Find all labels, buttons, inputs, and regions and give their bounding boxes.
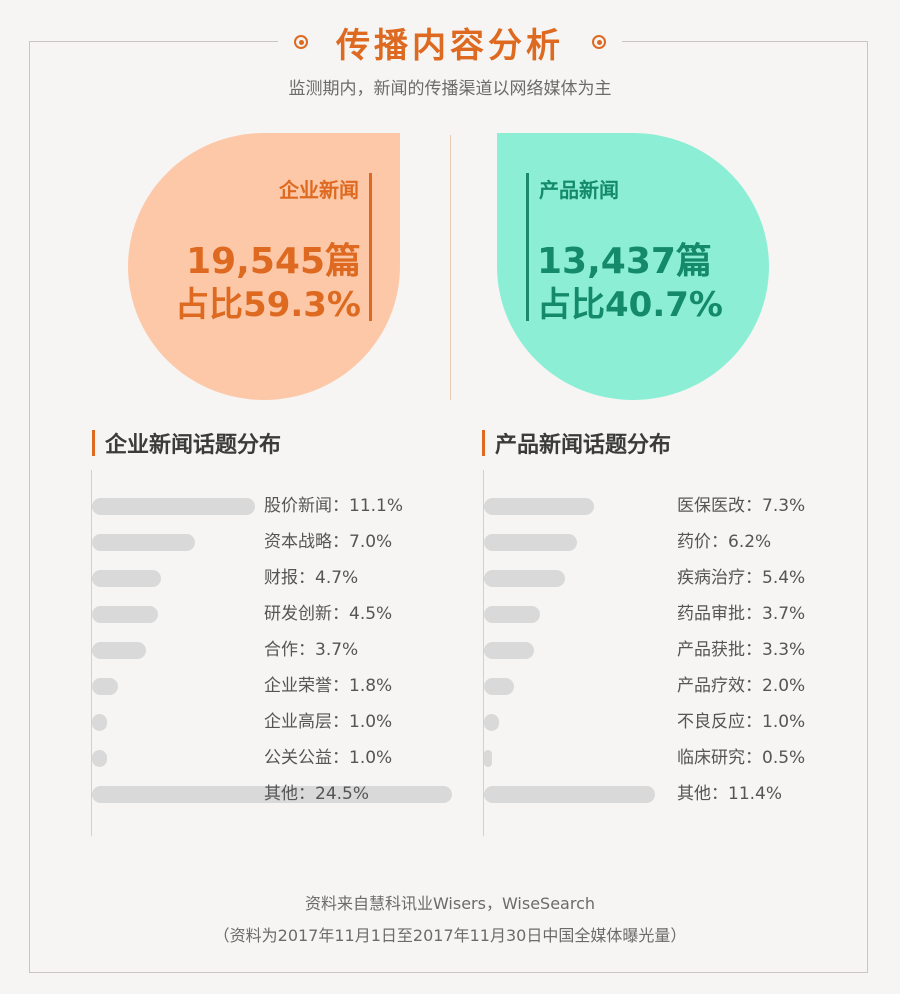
topic-bar-label: 药品审批：3.7% (677, 604, 806, 624)
topic-bar (484, 570, 565, 587)
corporate-chart-axis (91, 470, 92, 836)
corporate-accent-line (369, 173, 372, 321)
bullet-right-icon (592, 35, 606, 49)
topic-bar-label: 企业高层：1.0% (264, 712, 393, 732)
product-topics-heading: 产品新闻话题分布 (482, 428, 671, 458)
topic-bar (92, 534, 195, 551)
product-news-count: 13,437篇 (537, 241, 712, 282)
topic-bar (484, 642, 534, 659)
corporate-news-label: 企业新闻 (279, 178, 359, 202)
topic-bar (92, 786, 453, 803)
topic-bar-label: 不良反应：1.0% (677, 712, 806, 732)
title-bar: 传播内容分析 (0, 14, 900, 70)
page-subtitle: 监测期内，新闻的传播渠道以网络媒体为主 (288, 79, 612, 99)
topic-bar-label: 疾病治疗：5.4% (677, 568, 806, 588)
topic-bar-label: 其他：11.4% (677, 784, 783, 804)
topic-bar (484, 498, 594, 515)
topic-bar (92, 678, 119, 695)
topic-bar (92, 642, 147, 659)
topic-bar (484, 750, 492, 767)
topic-bar-label: 临床研究：0.5% (677, 748, 806, 768)
corporate-news-drop (128, 133, 400, 400)
product-news-drop (497, 133, 769, 400)
topic-bar (92, 750, 107, 767)
topic-bar-label: 股价新闻：11.1% (264, 496, 404, 516)
topic-bar-label: 合作：3.7% (264, 640, 359, 660)
topic-bar (92, 714, 107, 731)
product-news-label: 产品新闻 (539, 178, 619, 202)
topic-bar-label: 产品获批：3.3% (677, 640, 806, 660)
topic-bar-label: 药价：6.2% (677, 532, 772, 552)
product-chart-axis (483, 470, 484, 836)
bullet-left-icon (294, 35, 308, 49)
corporate-topics-heading: 企业新闻话题分布 (92, 428, 281, 458)
topic-bar-label: 研发创新：4.5% (264, 604, 393, 624)
topic-bar (92, 606, 159, 623)
product-topics-title: 产品新闻话题分布 (495, 433, 672, 458)
product-accent-line (526, 173, 529, 321)
topic-bar (484, 678, 514, 695)
topic-bar-label: 财报：4.7% (264, 568, 359, 588)
topic-bar-label: 企业荣誉：1.8% (264, 676, 393, 696)
heading-accent-bar (482, 430, 485, 456)
corporate-topics-title: 企业新闻话题分布 (105, 433, 282, 458)
topic-bar (484, 714, 499, 731)
topic-bar (92, 498, 256, 515)
topic-bar-label: 资本战略：7.0% (264, 532, 393, 552)
source-text: 资料来自慧科讯业Wisers，WiseSearch (304, 894, 596, 913)
heading-accent-bar (92, 430, 95, 456)
corporate-news-share: 占比59.3% (175, 285, 361, 325)
topic-bar-label: 其他：24.5% (264, 784, 370, 804)
corporate-news-count: 19,545篇 (186, 241, 361, 282)
source-note: 资料来自慧科讯业Wisers，WiseSearch （资料为2017年11月1日… (0, 888, 900, 952)
topic-bar (484, 786, 655, 803)
center-divider (450, 135, 451, 400)
topic-bar (92, 570, 162, 587)
topic-bar (484, 606, 540, 623)
product-news-share: 占比40.7% (537, 285, 723, 325)
title-group: 传播内容分析 (278, 17, 622, 67)
topic-bar (484, 534, 577, 551)
topic-bar-label: 医保医改：7.3% (677, 496, 806, 516)
date-range-note: （资料为2017年11月1日至2017年11月30日中国全媒体曝光量） (213, 926, 687, 945)
page-title: 传播内容分析 (336, 25, 564, 66)
topic-bar-label: 产品疗效：2.0% (677, 676, 806, 696)
topic-bar-label: 公关公益：1.0% (264, 748, 393, 768)
